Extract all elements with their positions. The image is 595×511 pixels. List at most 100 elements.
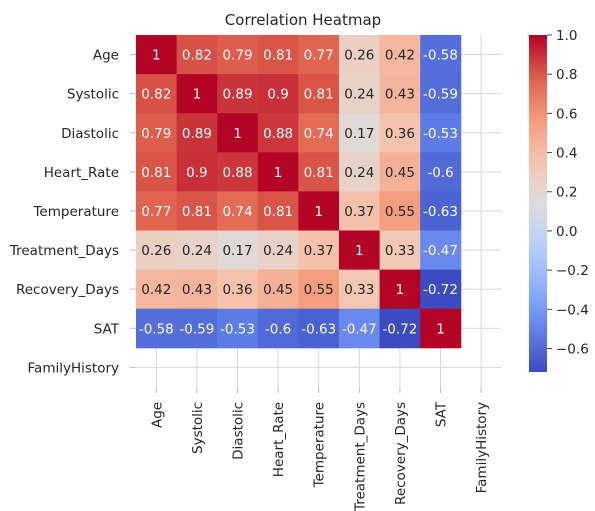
heatmap-cell (176, 113, 218, 153)
heatmap-cell (136, 152, 178, 192)
heatmap-cell (217, 230, 259, 271)
cell-value-label: 0.33 (385, 243, 415, 259)
heatmap-cell (339, 113, 381, 153)
y-tick-label: Heart_Rate (44, 165, 119, 181)
heatmap-cell (136, 230, 178, 271)
y-tick-labels: Age Systolic Diastolic Heart_Rate Temperatur… (9, 48, 136, 376)
heatmap-cell (257, 230, 299, 271)
heatmap-cell (298, 230, 340, 271)
cell-value-label: -0.47 (423, 243, 458, 259)
x-tick-labels: Age Systolic Diastolic Heart_Rate Temperatur… (149, 386, 490, 511)
cell-value-label: -0.58 (423, 48, 458, 64)
cell-value-label: 0.24 (263, 243, 293, 259)
heatmap-cell (379, 269, 421, 310)
colorbar-tick-label: 0.6 (556, 106, 577, 122)
cell-value-label: -0.6 (427, 165, 453, 181)
heatmap-cell (298, 113, 340, 153)
x-tick-label: Diastolic (231, 402, 247, 460)
cell-value-label: 1 (274, 165, 283, 181)
heatmap-cell (217, 74, 259, 114)
heatmap-cell (257, 269, 299, 310)
heatmap-cell (257, 191, 299, 231)
heatmap-cell (379, 35, 421, 75)
cell-value-label: 0.81 (182, 204, 212, 220)
x-tick-label: FamilyHistory (474, 402, 490, 493)
cell-value-label: 0.17 (222, 243, 252, 259)
heatmap-cell (339, 191, 381, 231)
heatmap-cell (420, 35, 462, 75)
x-tick-label: Systolic (190, 402, 206, 454)
colorbar (529, 35, 547, 372)
x-tick-label: Treatment_Days (352, 402, 368, 511)
y-tick-label: Temperature (32, 204, 119, 220)
heatmap-cell (298, 269, 340, 310)
heatmap-cell (420, 191, 462, 231)
cell-value-label: 0.88 (263, 126, 293, 142)
cell-value-label: 0.82 (182, 48, 212, 64)
heatmap-cell (176, 152, 218, 192)
heatmap-cell (420, 308, 462, 349)
cell-value-label: 0.9 (267, 87, 288, 103)
cell-value-label: 0.33 (344, 282, 374, 298)
heatmap-cell (420, 152, 462, 192)
heatmap-cell (176, 74, 218, 114)
heatmap-cell (420, 269, 462, 310)
cell-value-label: 0.9 (186, 165, 207, 181)
y-tick-label: SAT (94, 321, 120, 337)
cell-value-label: 0.81 (304, 87, 334, 103)
heatmap-cell (257, 113, 299, 153)
cell-value-label: -0.63 (301, 321, 336, 337)
cell-value-label: 0.26 (344, 48, 374, 64)
cell-value-label: 1 (355, 243, 364, 259)
cell-value-label: 0.89 (222, 87, 252, 103)
heatmap-cell (136, 191, 178, 231)
heatmap-cell (136, 113, 178, 153)
cell-value-label: 0.36 (385, 126, 415, 142)
cell-value-label: 0.45 (385, 165, 415, 181)
heatmap-cell (257, 152, 299, 192)
colorbar-tick-label: −0.2 (556, 263, 589, 279)
x-tick-label: Recovery_Days (393, 402, 409, 505)
x-tick-label: Age (149, 402, 165, 428)
heatmap-cell (136, 74, 178, 114)
heatmap-cell (136, 308, 178, 349)
heatmap-cell (339, 308, 381, 349)
heatmap-cell (379, 152, 421, 192)
heatmap-cell (136, 35, 178, 75)
heatmap-cell (379, 191, 421, 231)
heatmap-cell (257, 74, 299, 114)
cell-value-label: 0.24 (344, 165, 374, 181)
heatmap-cell (379, 308, 421, 349)
heatmap-cell (339, 230, 381, 271)
cell-value-label: 0.77 (304, 48, 334, 64)
colorbar-tick-label: 0.2 (556, 185, 577, 201)
y-tick-label: Treatment_Days (9, 243, 119, 259)
heatmap-cell (339, 269, 381, 310)
cell-value-label: 0.82 (141, 87, 171, 103)
cell-value-label: -0.72 (423, 282, 458, 298)
cell-value-label: 0.17 (344, 126, 374, 142)
colorbar-tick-label: 0.8 (556, 67, 577, 83)
cell-value-label: -0.63 (423, 204, 458, 220)
cell-value-label: 0.81 (263, 204, 293, 220)
cell-value-label: 0.55 (304, 282, 334, 298)
heatmap-cell (136, 269, 178, 310)
heatmap-cell (379, 113, 421, 153)
cell-annotations: 1 0.82 0.79 0.81 0.77 0.26 0.42 -0.58 0.82 1 0.89 0… (139, 48, 458, 338)
y-tick-label: Recovery_Days (16, 282, 119, 298)
cell-value-label: 0.24 (344, 87, 374, 103)
x-tick-label: SAT (434, 401, 450, 427)
heatmap-cell (176, 308, 218, 349)
heatmap-cell (339, 35, 381, 75)
cell-value-label: 1 (314, 204, 323, 220)
cell-value-label: 0.36 (222, 282, 252, 298)
cell-value-label: 1 (436, 321, 445, 337)
heatmap-cell (298, 35, 340, 75)
y-tick-label: Systolic (67, 87, 119, 103)
cell-value-label: 0.81 (141, 165, 171, 181)
heatmap-cell (176, 35, 218, 75)
cell-value-label: -0.53 (220, 321, 255, 337)
cell-value-label: 0.45 (263, 282, 293, 298)
cell-value-label: 0.88 (222, 165, 252, 181)
heatmap-cell (339, 152, 381, 192)
